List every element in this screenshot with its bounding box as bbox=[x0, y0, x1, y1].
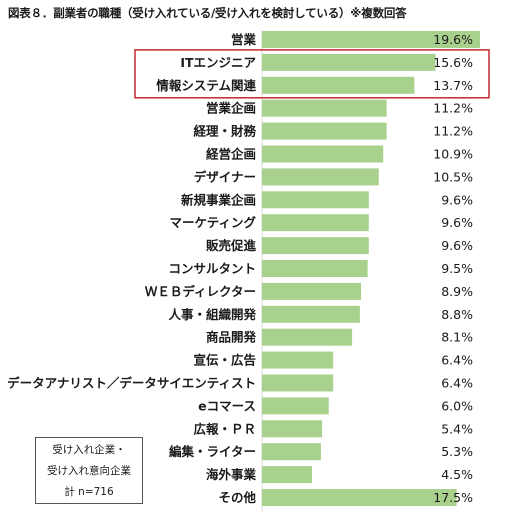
category-label-1: ITエンジニア bbox=[180, 55, 256, 70]
bar-18 bbox=[262, 443, 321, 461]
category-label-16: eコマース bbox=[198, 398, 256, 413]
value-label-7: 9.6% bbox=[441, 192, 473, 207]
note-line-1: 受け入れ企業・ bbox=[52, 444, 126, 456]
chart-title: 図表８．副業者の職種（受け入れている/受け入れを検討している）※複数回答 bbox=[8, 6, 407, 20]
category-label-12: 人事・組織開発 bbox=[168, 307, 256, 322]
category-label-18: 編集・ライター bbox=[169, 444, 256, 459]
category-label-19: 海外事業 bbox=[206, 467, 257, 482]
bar-17 bbox=[262, 420, 323, 438]
bar-6 bbox=[262, 168, 379, 186]
bar-0 bbox=[262, 31, 480, 48]
bar-8 bbox=[262, 214, 369, 232]
bar-14 bbox=[262, 351, 334, 369]
value-label-4: 11.2% bbox=[433, 124, 473, 139]
value-label-11: 8.9% bbox=[441, 284, 473, 299]
category-label-14: 宣伝・広告 bbox=[193, 353, 256, 368]
bar-13 bbox=[262, 328, 353, 346]
value-label-9: 9.6% bbox=[441, 238, 473, 253]
bar-4 bbox=[262, 122, 387, 140]
category-label-10: コンサルタント bbox=[168, 261, 256, 276]
value-label-5: 10.9% bbox=[433, 147, 473, 162]
value-label-6: 10.5% bbox=[433, 169, 473, 184]
value-label-1: 15.6% bbox=[433, 55, 473, 70]
bar-20 bbox=[262, 489, 457, 506]
value-label-12: 8.8% bbox=[441, 307, 473, 322]
value-label-18: 5.3% bbox=[441, 444, 473, 459]
value-label-0: 19.6% bbox=[433, 32, 473, 47]
value-label-14: 6.4% bbox=[441, 353, 473, 368]
bar-12 bbox=[262, 305, 360, 323]
category-label-3: 営業企画 bbox=[206, 101, 256, 116]
note-line-2: 受け入れ意向企業 bbox=[47, 465, 131, 477]
value-label-13: 8.1% bbox=[441, 330, 473, 345]
bar-2 bbox=[262, 76, 415, 94]
category-label-2: 情報システム関連 bbox=[156, 78, 256, 93]
category-label-15: データアナリスト／データサイエンティスト bbox=[7, 376, 256, 391]
category-label-5: 経営企画 bbox=[206, 147, 256, 162]
category-label-13: 商品開発 bbox=[206, 330, 257, 345]
category-label-7: 新規事業企画 bbox=[181, 192, 256, 207]
category-label-0: 営業 bbox=[231, 32, 257, 47]
category-label-20: その他 bbox=[218, 490, 256, 505]
value-label-2: 13.7% bbox=[433, 78, 473, 93]
category-label-6: デザイナー bbox=[194, 169, 256, 184]
bar-19 bbox=[262, 466, 313, 484]
category-label-4: 経理・財務 bbox=[193, 124, 256, 139]
bar-3 bbox=[262, 99, 387, 117]
category-label-8: マーケティング bbox=[169, 215, 256, 230]
value-label-8: 9.6% bbox=[441, 215, 473, 230]
category-label-9: 販売促進 bbox=[206, 238, 257, 253]
bar-5 bbox=[262, 145, 384, 163]
bar-15 bbox=[262, 374, 334, 392]
category-label-11: ＷＥＢディレクター bbox=[145, 284, 256, 299]
bar-11 bbox=[262, 282, 361, 300]
bar-9 bbox=[262, 237, 369, 255]
value-label-19: 4.5% bbox=[441, 467, 473, 482]
bar-10 bbox=[262, 260, 368, 277]
sample-note-box: 受け入れ企業・ 受け入れ意向企業 計 n=716 bbox=[35, 437, 143, 504]
value-label-17: 5.4% bbox=[441, 421, 473, 436]
bar-16 bbox=[262, 397, 329, 415]
note-line-3: 計 n=716 bbox=[64, 486, 114, 498]
bar-7 bbox=[262, 191, 369, 209]
value-label-20: 17.5% bbox=[433, 490, 473, 505]
value-label-10: 9.5% bbox=[441, 261, 473, 276]
category-label-17: 広報・ＰＲ bbox=[193, 421, 256, 436]
highlight-box bbox=[134, 49, 490, 99]
value-label-3: 11.2% bbox=[433, 101, 473, 116]
value-label-15: 6.4% bbox=[441, 376, 473, 391]
bar-1 bbox=[262, 53, 436, 71]
value-label-16: 6.0% bbox=[441, 398, 473, 413]
